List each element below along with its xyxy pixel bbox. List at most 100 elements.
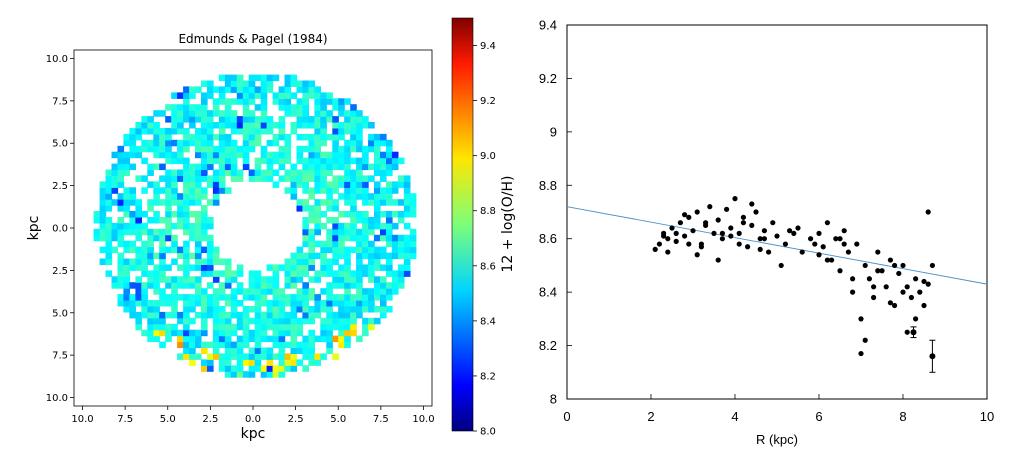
heatmap-cell (302, 199, 309, 206)
heatmap-cell (326, 341, 333, 349)
heatmap-cell (272, 133, 280, 141)
heatmap-cell (224, 300, 232, 307)
heatmap-cell (332, 181, 339, 188)
heatmap-cell (350, 246, 357, 254)
heatmap-cell (308, 234, 315, 242)
heatmap-cell (314, 157, 321, 165)
scatter-point (913, 316, 919, 322)
heatmap-cell (183, 193, 190, 200)
heatmap-cell (207, 306, 214, 313)
heatmap-cell (212, 181, 220, 188)
heatmap-cell (320, 175, 327, 182)
scatter-point (715, 217, 721, 223)
heatmap-cell (344, 193, 351, 200)
heatmap-cell (314, 211, 321, 218)
heatmap-cell (236, 300, 244, 307)
scatter-x-tick-label: 8 (899, 409, 906, 424)
heatmap-cell (374, 222, 381, 230)
heatmap-cell (230, 341, 238, 349)
heatmap-cell (165, 175, 172, 182)
heatmap-cell (147, 234, 154, 242)
heatmap-cell (356, 311, 363, 319)
heatmap-cell (224, 139, 232, 147)
heatmap-cell (153, 211, 160, 218)
heatmap-cell (278, 341, 286, 349)
heatmap-cell (326, 205, 333, 212)
heatmap-cell (159, 311, 166, 319)
heatmap-cell (117, 282, 125, 289)
heatmap-cell (290, 353, 298, 360)
heatmap-cell (344, 116, 351, 123)
heatmap-cell (153, 234, 160, 242)
heatmap-y-tick-label: 2.5 (52, 266, 68, 277)
scatter-point (740, 220, 747, 226)
scatter-point (652, 246, 658, 252)
heatmap-cell (284, 187, 292, 194)
heatmap-cell (201, 258, 208, 265)
heatmap-cell (171, 92, 178, 99)
scatter-point (917, 289, 923, 295)
heatmap-cell (242, 98, 250, 105)
heatmap-cell (320, 323, 327, 331)
heatmap-cell (147, 323, 154, 331)
heatmap-cell (159, 252, 166, 260)
heatmap-cell (212, 288, 220, 295)
heatmap-cell (308, 341, 315, 349)
heatmap-cell (171, 258, 178, 265)
heatmap-cell (254, 365, 262, 372)
heatmap-cell (368, 145, 375, 153)
heatmap-cell (224, 341, 232, 349)
heatmap-cell (397, 199, 405, 206)
heatmap-cell (159, 133, 166, 141)
scatter-point (808, 236, 814, 242)
heatmap-cell (356, 300, 363, 307)
scatter-point (862, 262, 868, 269)
heatmap-cell (236, 264, 244, 271)
heatmap-cell (159, 234, 166, 242)
heatmap-cell (165, 199, 172, 206)
heatmap-cell (314, 151, 321, 159)
heatmap-cell (260, 300, 268, 307)
heatmap-cell (344, 300, 351, 307)
heatmap-cell (374, 234, 381, 242)
heatmap-cell (165, 157, 172, 165)
heatmap-cell (224, 116, 232, 123)
heatmap-cell (308, 311, 315, 319)
heatmap-cell (374, 317, 381, 325)
heatmap-cell (296, 122, 304, 129)
heatmap-cell (338, 317, 345, 325)
heatmap-cell (159, 175, 166, 182)
heatmap-cell (201, 246, 208, 254)
heatmap-cell (212, 306, 220, 313)
heatmap-cell (165, 193, 172, 200)
heatmap-cell (147, 276, 154, 283)
scatter-point (845, 249, 852, 255)
heatmap-cell (266, 353, 274, 360)
heatmap-cell (230, 365, 238, 372)
scatter-point (887, 300, 894, 306)
heatmap-cell (314, 270, 321, 277)
heatmap-cell (320, 240, 327, 248)
heatmap-cell (189, 86, 196, 93)
heatmap-cell (177, 104, 184, 111)
heatmap-cell (308, 347, 315, 354)
heatmap-cell (368, 317, 375, 325)
heatmap-cell (236, 86, 244, 93)
scatter-point (698, 244, 705, 250)
heatmap-cell (296, 329, 304, 337)
heatmap-cell (254, 335, 262, 343)
heatmap-cell (93, 211, 101, 218)
heatmap-cell (380, 163, 387, 171)
heatmap-cell (332, 199, 339, 206)
heatmap-cell (224, 365, 232, 372)
heatmap-cell (266, 306, 274, 313)
heatmap-cell (189, 222, 196, 230)
heatmap-cell (248, 139, 256, 147)
heatmap-cell (242, 80, 250, 87)
heatmap-cell (344, 163, 351, 171)
scatter-point (694, 209, 700, 215)
heatmap-cell (386, 145, 393, 153)
scatter-points (652, 196, 936, 373)
heatmap-cell (123, 282, 130, 289)
